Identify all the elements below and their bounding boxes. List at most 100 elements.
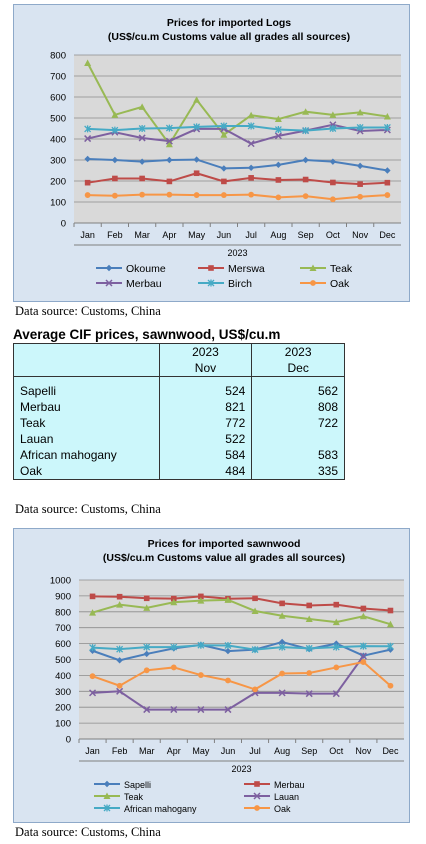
legend-label: Teak	[330, 263, 353, 275]
data-point	[143, 667, 150, 674]
data-point	[197, 706, 205, 714]
table-cell-value: 524	[158, 376, 253, 399]
x-tick-label: Dec	[382, 746, 399, 756]
data-point	[111, 126, 119, 134]
data-point	[103, 804, 111, 812]
data-point	[170, 595, 177, 602]
table-cell-value: 821	[158, 399, 253, 415]
data-point	[278, 689, 286, 697]
data-point	[329, 196, 336, 203]
table-header-month: Dec	[251, 360, 345, 377]
data-point	[112, 175, 118, 182]
table-cell-species: Oak	[13, 463, 160, 480]
x-tick-label: Mar	[139, 746, 155, 756]
x-tick-label: Mar	[134, 230, 150, 240]
data-point	[329, 125, 337, 132]
data-point	[357, 181, 363, 187]
legend-label: Merbau	[274, 780, 305, 790]
data-point	[220, 131, 228, 138]
data-point	[116, 682, 123, 689]
x-tick-label: Oct	[326, 230, 341, 240]
data-point	[139, 191, 146, 198]
data-point	[193, 156, 200, 163]
series-line	[87, 172, 388, 186]
x-tick-label: Nov	[355, 746, 372, 756]
y-tick-label: 300	[55, 687, 71, 698]
chart-title: Prices for imported Logs	[167, 17, 291, 29]
legend-label: Sapelli	[124, 780, 151, 790]
data-point	[248, 175, 254, 181]
data-point	[198, 593, 204, 600]
data-point	[138, 103, 146, 110]
data-point	[302, 127, 310, 135]
data-point	[84, 179, 91, 186]
data-point	[165, 124, 173, 132]
table-header-month: Nov	[158, 360, 253, 377]
data-point	[247, 140, 255, 148]
data-point	[197, 641, 205, 649]
data-point	[116, 601, 124, 608]
data-point	[247, 111, 255, 119]
x-tick-label: Nov	[352, 230, 369, 240]
data-point	[357, 193, 364, 200]
table-row: Teak 772 722	[13, 415, 345, 431]
data-point	[329, 158, 337, 165]
data-point	[247, 164, 255, 171]
x-tick-label: Jun	[221, 746, 236, 756]
data-point	[356, 162, 364, 170]
data-point	[305, 644, 313, 652]
legend-label: Birch	[228, 278, 252, 290]
logs-chart-svg: Prices for imported Logs (US$/cu.m Custom…	[50, 17, 401, 290]
y-tick-label: 800	[55, 607, 71, 618]
data-point	[165, 137, 173, 145]
x-tick-label: Oct	[329, 746, 344, 756]
table-row: Sapelli 524 562	[13, 376, 345, 399]
x-tick-label: May	[192, 746, 210, 756]
data-point	[254, 805, 260, 811]
data-point	[279, 600, 285, 607]
data-point	[356, 108, 364, 116]
data-point	[302, 176, 309, 183]
x-tick-label: Feb	[112, 746, 128, 756]
x-tick-label: Sep	[301, 746, 317, 756]
table-cell-species: Merbau	[13, 399, 160, 415]
table-header-year: 2023	[251, 343, 345, 360]
data-point	[333, 664, 340, 671]
data-point	[89, 689, 97, 697]
x-tick-label: Sep	[298, 230, 314, 240]
table-cell-value: 522	[158, 431, 253, 447]
x-axis-label: 2023	[231, 764, 251, 774]
table-cell-value: 562	[251, 376, 345, 399]
data-point	[143, 595, 150, 602]
x-tick-label: Jun	[217, 230, 232, 240]
table-cell-value: 772	[158, 415, 253, 431]
legend-label: African mahogany	[124, 804, 197, 814]
y-tick-label: 500	[50, 114, 66, 125]
data-point	[302, 108, 310, 115]
sawnwood-chart-svg: Prices for imported sawnwood (US$/cu.m Cu…	[50, 538, 404, 814]
data-point	[111, 111, 119, 118]
data-point	[143, 604, 151, 611]
data-point	[360, 605, 367, 612]
logs-price-chart: Prices for imported Logs (US$/cu.m Custom…	[13, 4, 410, 302]
y-tick-label: 600	[55, 639, 71, 650]
data-point	[329, 111, 337, 118]
data-point	[138, 125, 146, 132]
series-line	[92, 595, 391, 612]
table-cell-value: 584	[158, 447, 253, 463]
data-point	[306, 602, 313, 609]
data-point	[359, 652, 367, 660]
data-point	[251, 607, 259, 615]
chart-subtitle: (US$/cu.m Customs value all grades all s…	[108, 31, 350, 43]
x-tick-label: Aug	[274, 746, 290, 756]
data-point	[253, 792, 261, 800]
table-header-row-months: Nov Dec	[13, 360, 345, 377]
data-point	[105, 264, 113, 272]
table-header-empty	[13, 343, 160, 360]
data-point	[275, 194, 282, 201]
data-point	[105, 279, 113, 287]
data-point	[310, 280, 316, 286]
data-point	[305, 615, 313, 622]
table-row: African mahogany 584 583	[13, 447, 345, 463]
data-point	[332, 618, 340, 626]
